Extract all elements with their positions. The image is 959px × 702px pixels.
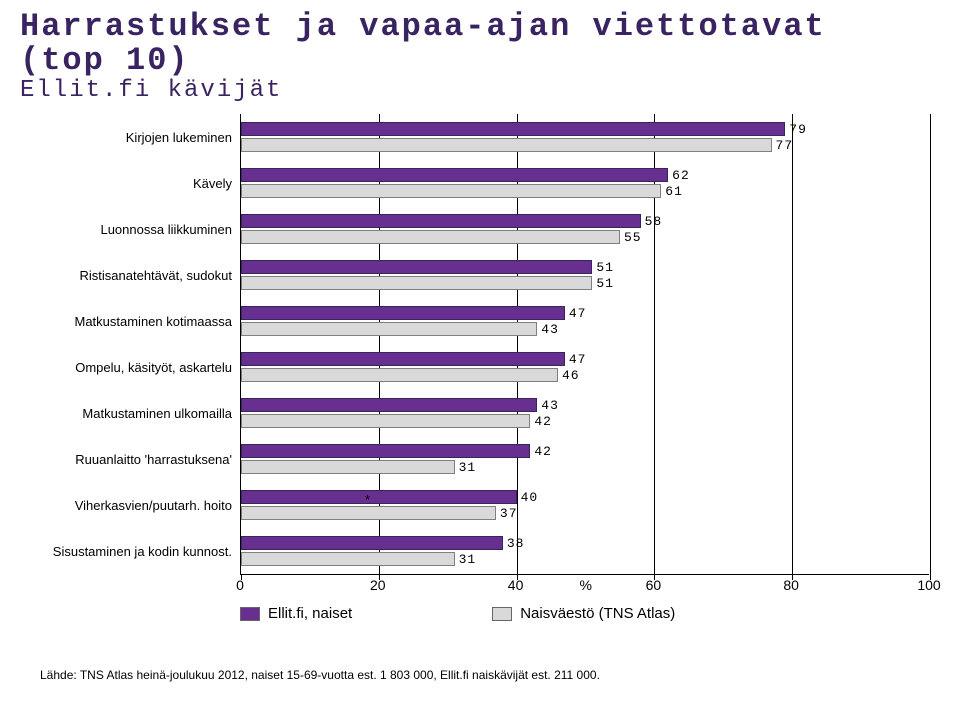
bar-value-label: 40 [521,490,539,505]
source-note: Lähde: TNS Atlas heinä-joulukuu 2012, na… [40,668,600,682]
bar-value-label: 43 [541,322,559,337]
bar-series-b [241,230,620,244]
category-label: Luonnossa liikkuminen [20,206,240,252]
category-label: Ompelu, käsityöt, askartelu [20,344,240,390]
bar-value-label: 31 [459,460,477,475]
x-tick-label: 60 [646,577,662,593]
bar-series-a [241,490,517,504]
legend-label-b: Naisväestö (TNS Atlas) [520,605,675,622]
bar-value-label: 51 [596,260,614,275]
bar-value-label: 47 [569,352,587,367]
bar-value-label: 62 [672,168,690,183]
bar-value-label: 38 [507,536,525,551]
bar-series-a [241,444,530,458]
grid-line [654,114,655,574]
bar-series-b [241,368,558,382]
asterisk-note: * [365,492,370,507]
bar-series-a [241,352,565,366]
x-axis: 020406080100% [240,575,929,597]
legend-label-a: Ellit.fi, naiset [268,605,352,622]
chart-area: Kirjojen lukeminenKävelyLuonnossa liikku… [20,114,929,575]
plot-area: 797762615855515147434746434242314037*383… [240,114,929,575]
category-labels: Kirjojen lukeminenKävelyLuonnossa liikku… [20,114,240,574]
x-tick-label: 100 [917,577,940,593]
bar-series-a [241,536,503,550]
bar-series-a [241,306,565,320]
grid-line [792,114,793,574]
grid-line [930,114,931,574]
bar-value-label: 55 [624,230,642,245]
bar-series-a [241,122,785,136]
x-tick-label: 0 [236,577,244,593]
bar-series-b [241,552,455,566]
bar-value-label: 42 [534,444,552,459]
category-label: Ruuanlaitto 'harrastuksena' [20,436,240,482]
bar-series-a [241,260,592,274]
bar-value-label: 46 [562,368,580,383]
bar-value-label: 43 [541,398,559,413]
bar-series-a [241,168,668,182]
legend-swatch-b [492,607,512,621]
bar-value-label: 47 [569,306,587,321]
x-tick-label: 80 [783,577,799,593]
bar-value-label: 61 [665,184,683,199]
legend: Ellit.fi, naiset Naisväestö (TNS Atlas) [240,605,929,622]
chart-subtitle: Ellit.fi kävijät [20,77,929,104]
bar-value-label: 51 [596,276,614,291]
bar-series-b [241,460,455,474]
category-label: Ristisanatehtävät, sudokut [20,252,240,298]
page: Harrastukset ja vapaa-ajan viettotavat (… [0,0,959,702]
bar-series-b [241,138,772,152]
bar-series-a [241,398,537,412]
bar-series-b [241,414,530,428]
bar-value-label: 58 [645,214,663,229]
grid-line [379,114,380,574]
bar-series-b [241,322,537,336]
chart-title: Harrastukset ja vapaa-ajan viettotavat (… [20,10,929,77]
bar-value-label: 77 [776,138,794,153]
category-label: Matkustaminen ulkomailla [20,390,240,436]
category-label: Sisustaminen ja kodin kunnost. [20,528,240,574]
bar-value-label: 31 [459,552,477,567]
category-label: Kävely [20,160,240,206]
legend-item-b: Naisväestö (TNS Atlas) [492,605,675,622]
grid-line [517,114,518,574]
bar-series-b [241,276,592,290]
bar-value-label: 42 [534,414,552,429]
bar-series-b [241,506,496,520]
legend-item-a: Ellit.fi, naiset [240,605,352,622]
bar-series-a [241,214,641,228]
bar-series-b [241,184,661,198]
x-tick-label: 20 [370,577,386,593]
bar-value-label: 37 [500,506,518,521]
category-label: Viherkasvien/puutarh. hoito [20,482,240,528]
percent-label: % [580,577,592,593]
bar-value-label: 79 [789,122,807,137]
category-label: Matkustaminen kotimaassa [20,298,240,344]
category-label: Kirjojen lukeminen [20,114,240,160]
legend-swatch-a [240,607,260,621]
x-tick-label: 40 [508,577,524,593]
